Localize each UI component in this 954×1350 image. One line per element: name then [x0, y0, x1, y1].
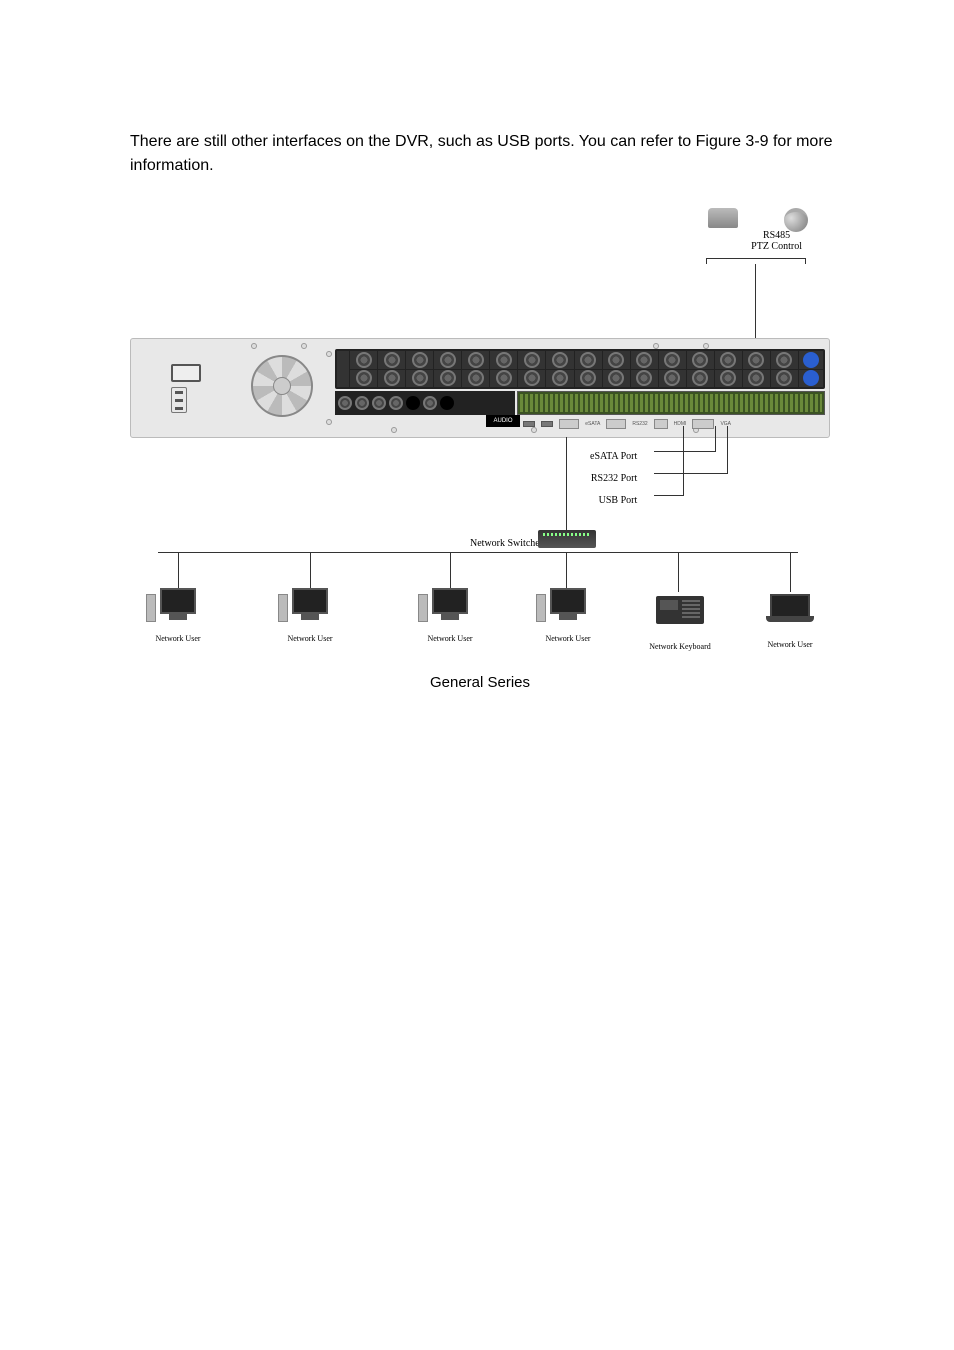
esata-tiny-label: eSATA: [585, 421, 600, 427]
rs485-line: [755, 264, 756, 339]
alarm-terminal-icon: [517, 391, 825, 415]
client-laptop: Network User: [750, 588, 830, 649]
port-callout-labels: eSATA Port RS232 Port USB Port: [590, 446, 637, 512]
ptz-camera-icon: [708, 208, 738, 228]
uplink-line: [566, 437, 567, 530]
side-markings-icon: [201, 387, 215, 413]
bottom-panel: [335, 391, 825, 415]
esata-port-label: eSATA Port: [590, 446, 637, 468]
client-pc: Network User: [138, 588, 218, 643]
audio-row: [335, 391, 515, 415]
client-label: Network User: [767, 640, 812, 649]
bnc-panel: [335, 349, 825, 389]
power-inlet-icon: [171, 364, 201, 382]
dome-camera-icon: [784, 208, 808, 232]
usb-port-icon: [523, 421, 535, 427]
fan-icon: [251, 355, 313, 417]
client-label: Network User: [427, 634, 472, 643]
client-pc: Network User: [270, 588, 350, 643]
rs232-port-icon: [606, 419, 626, 429]
client-pc: Network User: [528, 588, 608, 643]
client-keyboard: Network Keyboard: [630, 588, 730, 651]
client-label: Network User: [545, 634, 590, 643]
switcher-label: Network Switcher: [470, 538, 543, 549]
drop-line: [310, 552, 311, 592]
intro-paragraph: There are still other interfaces on the …: [130, 130, 844, 178]
button-pad-icon: [171, 387, 187, 413]
client-label: Network Keyboard: [649, 642, 711, 651]
rs485-label-line2: PTZ Control: [751, 241, 802, 252]
client-label: Network User: [155, 634, 200, 643]
drop-line: [566, 552, 567, 592]
drop-line: [678, 552, 679, 592]
connection-diagram: RS485 PTZ Control: [130, 208, 830, 688]
usb-port-label: USB Port: [590, 490, 637, 512]
drop-line: [790, 552, 791, 592]
client-pc: Network User: [410, 588, 490, 643]
esata-port-icon: [559, 419, 579, 429]
figure-caption: General Series: [130, 674, 830, 691]
rs232-tiny-label: RS232: [632, 421, 647, 427]
callout-line: [654, 426, 684, 496]
drop-line: [178, 552, 179, 592]
dvr-rear-panel: AUDIO eSATA RS232 HDMI VGA: [130, 338, 830, 438]
rs485-bracket: [706, 258, 806, 264]
usb-port-icon: [541, 421, 553, 427]
rs232-port-label: RS232 Port: [590, 468, 637, 490]
client-label: Network User: [287, 634, 332, 643]
network-bus-line: [158, 552, 798, 553]
drop-line: [450, 552, 451, 592]
rs485-label: RS485 PTZ Control: [751, 230, 802, 252]
network-switcher-icon: [538, 530, 596, 548]
rs485-label-line1: RS485: [763, 230, 790, 241]
